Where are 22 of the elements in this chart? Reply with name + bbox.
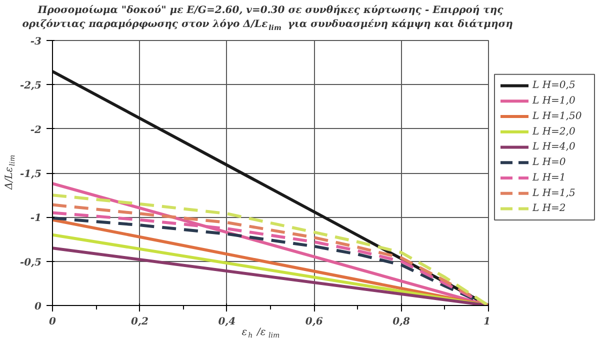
y-tick-label: -2,5 <box>20 80 42 92</box>
x-tick-label: 1 <box>484 316 491 328</box>
y-tick-label: -1 <box>30 213 42 224</box>
y-tick-label: -3 <box>30 36 42 48</box>
legend-label: L H=1 <box>532 172 566 184</box>
x-tick-label: 0 <box>49 316 56 328</box>
y-tick-label: 0 <box>34 302 42 312</box>
x-tick-label: 0,4 <box>218 316 236 328</box>
legend-label: L H=2 <box>532 203 566 214</box>
legend-label: L H=1,50 <box>532 110 582 122</box>
legend-label: L H=1,0 <box>532 96 576 107</box>
x-tick-label: 0,6 <box>305 316 323 328</box>
y-tick-label: -2 <box>30 124 42 136</box>
y-tick-label: -0,5 <box>20 257 42 268</box>
x-tick-label: 0,8 <box>392 316 410 328</box>
legend-label: L H=0 <box>532 157 566 168</box>
legend-label: L H=4,0 <box>532 142 576 153</box>
legend-label: L H=2,0 <box>532 126 576 138</box>
legend-label: L H=0,5 <box>532 80 576 92</box>
y-tick-label: -1,5 <box>20 169 42 180</box>
legend-label: L H=1,5 <box>532 188 576 199</box>
x-tick-label: 0,2 <box>131 316 148 328</box>
